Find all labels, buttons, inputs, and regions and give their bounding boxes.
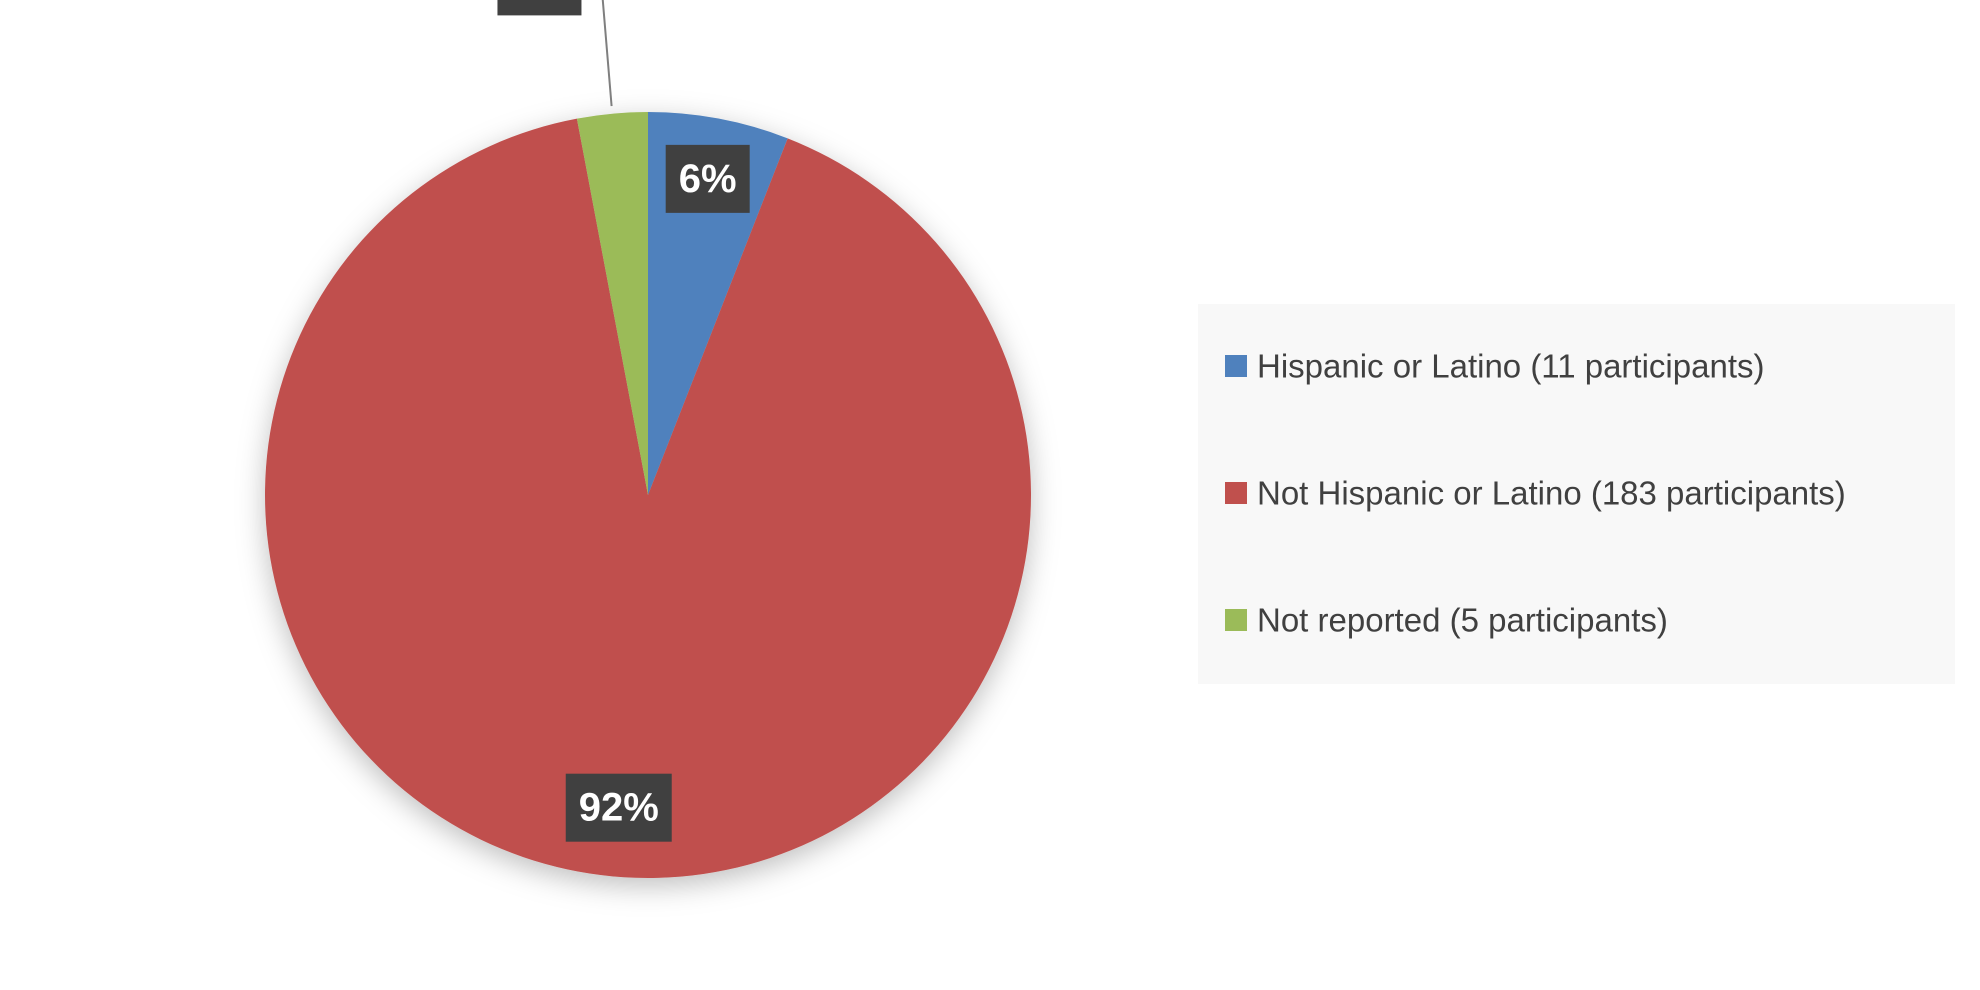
legend: Hispanic or Latino (11 participants) Not … [1225, 348, 1846, 639]
legend-label: Not Hispanic or Latino (183 participants… [1257, 475, 1846, 512]
legend-box [1198, 304, 1955, 684]
pie-slice [265, 118, 1031, 879]
label-box [665, 144, 750, 213]
labels: 6% 92% 3% [497, 0, 750, 842]
legend-marker [1225, 355, 1247, 377]
legend-label: Hispanic or Latino (11 participants) [1257, 348, 1764, 385]
legend-label: Not reported (5 participants) [1257, 602, 1668, 639]
legend-marker [1225, 609, 1247, 631]
data-label: 92% [579, 786, 659, 830]
leader-line [601, 0, 613, 107]
data-label: 6% [679, 157, 737, 201]
pie [265, 112, 1031, 879]
label-box [497, 0, 582, 16]
legend-marker [1225, 482, 1247, 504]
label-box [565, 773, 672, 842]
pie-slice [576, 112, 648, 495]
data-label: 3% [511, 0, 569, 3]
